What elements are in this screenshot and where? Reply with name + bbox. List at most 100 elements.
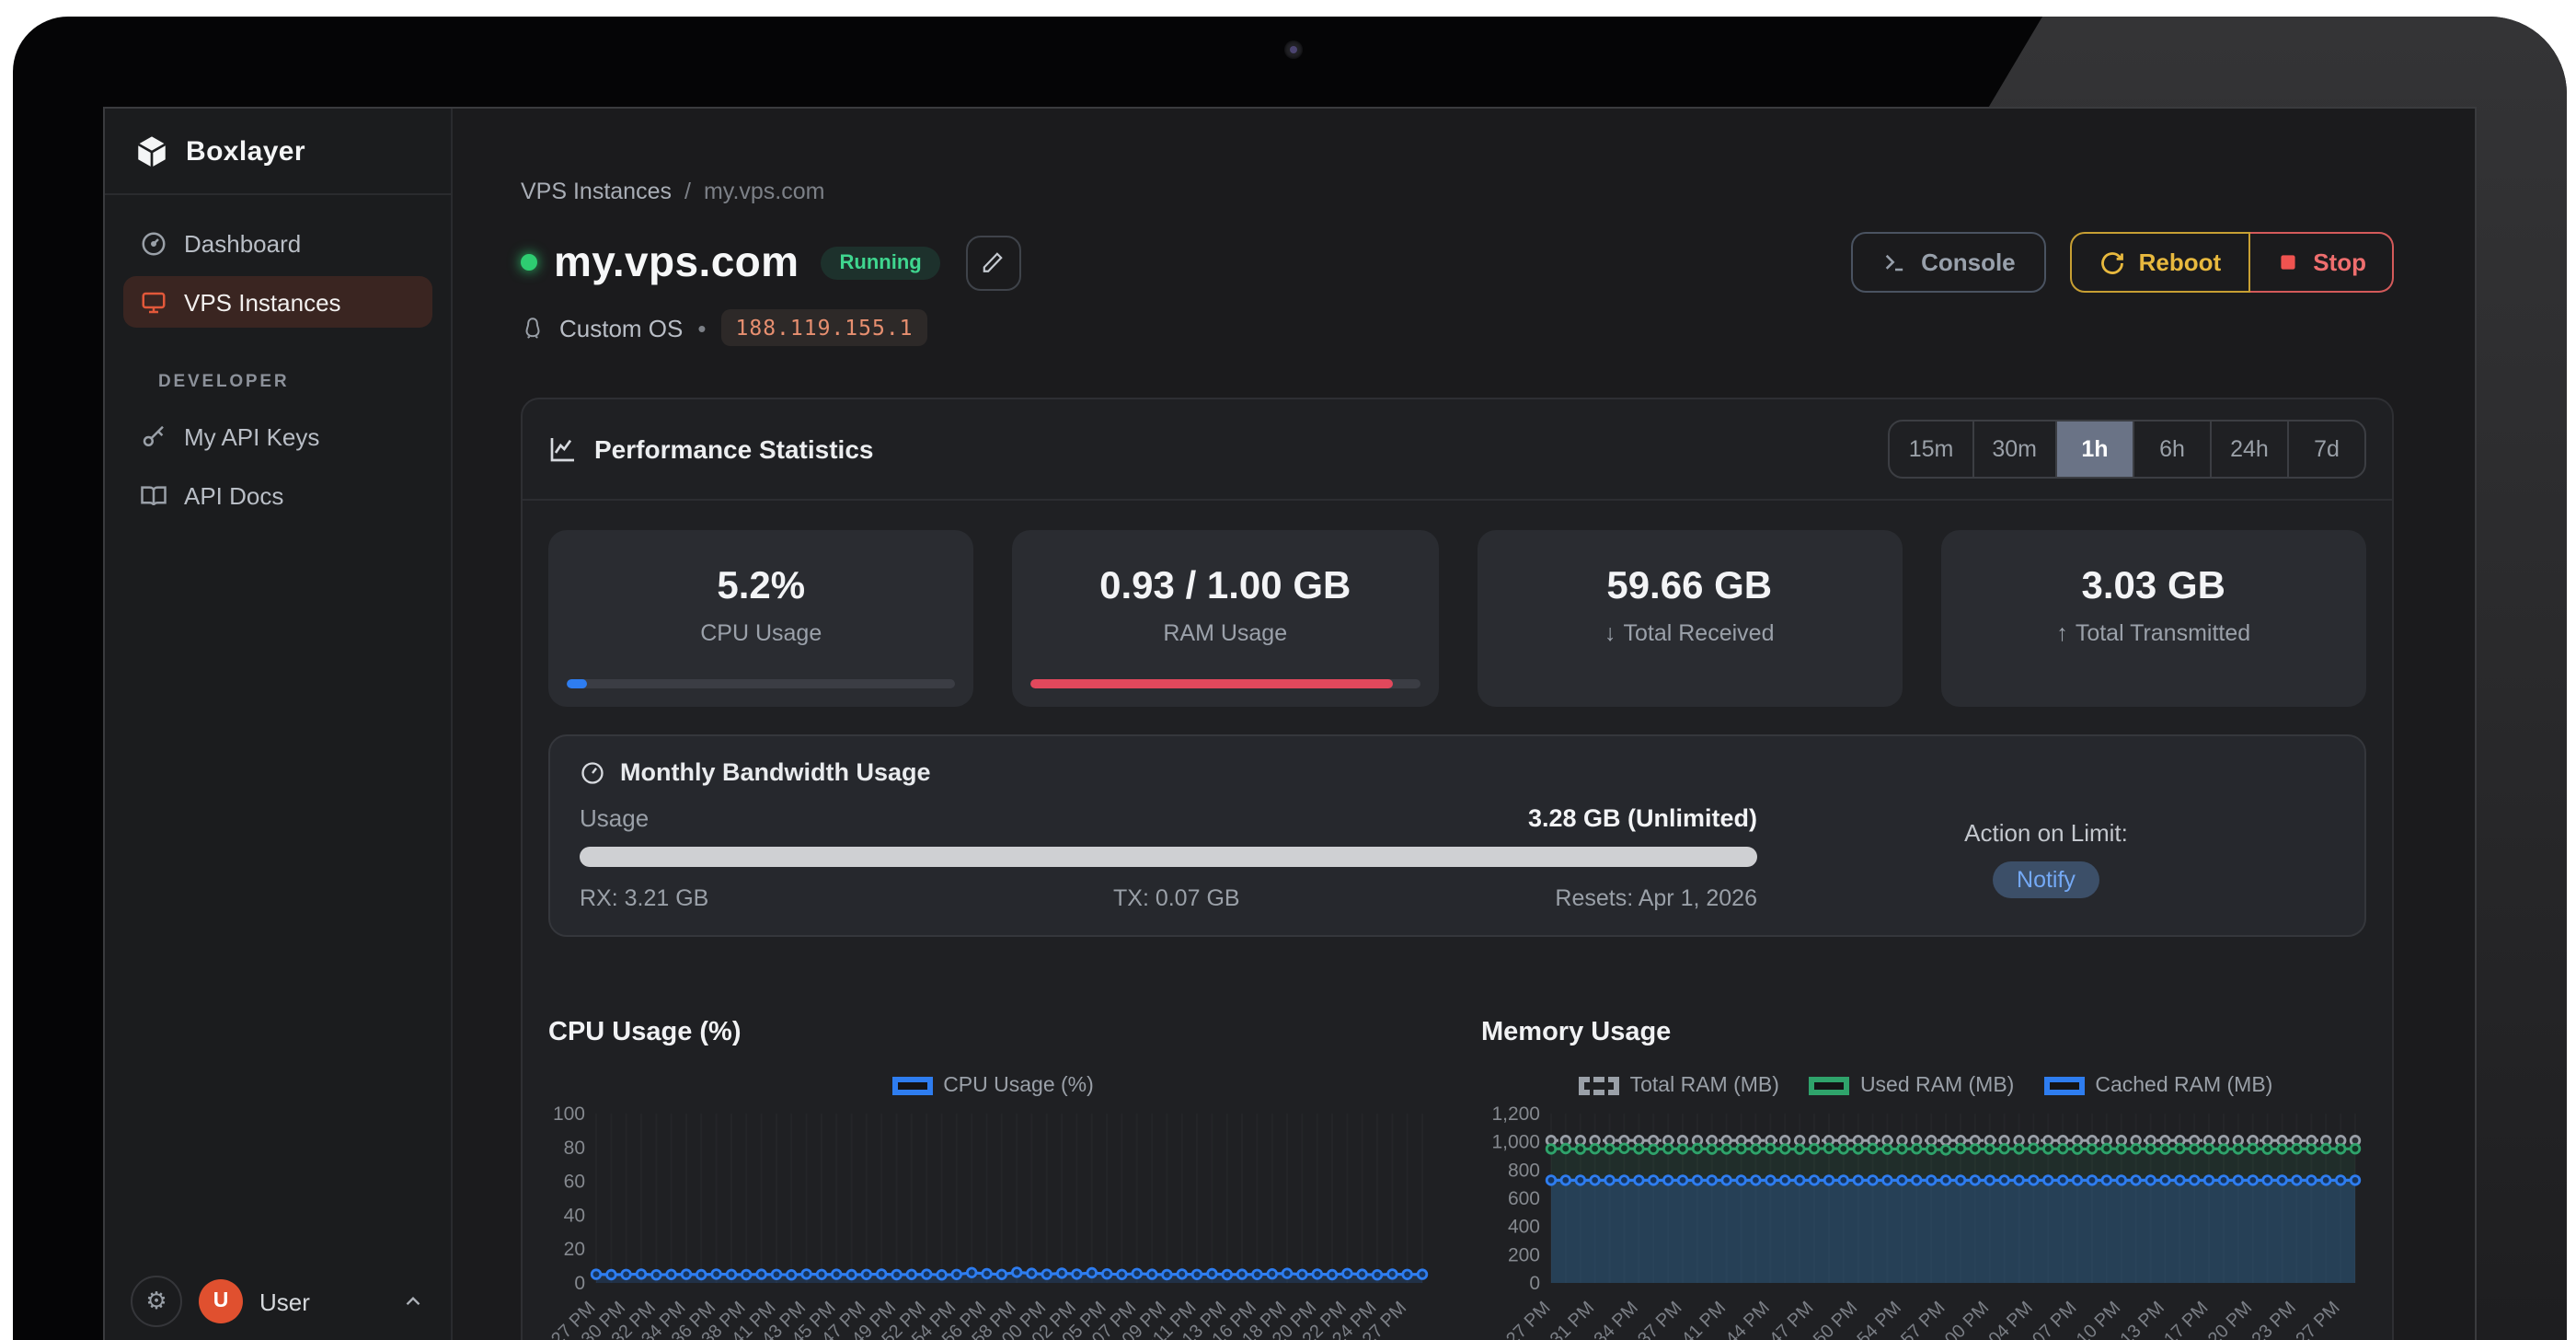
total-transmitted-label: ↑ Total Transmitted xyxy=(2056,620,2251,646)
sidebar-item-vps-instances[interactable]: VPS Instances xyxy=(123,276,432,328)
total-received-value: 59.66 GB xyxy=(1606,565,1773,607)
performance-panel-body: 5.2% CPU Usage 0.93 / 1.00 GB RAM Usage xyxy=(523,501,2392,1340)
breadcrumb: VPS Instances / my.vps.com xyxy=(521,179,2394,204)
sidebar-item-label: Dashboard xyxy=(184,229,302,257)
console-button[interactable]: Console xyxy=(1851,232,2047,293)
brand-name: Boxlayer xyxy=(186,136,305,168)
performance-panel: Performance Statistics 15m 30m 1h 6h 24h… xyxy=(521,398,2394,1340)
meta-separator: • xyxy=(697,314,707,341)
bandwidth-body: Usage 3.28 GB (Unlimited) RX: 3.21 GB TX… xyxy=(580,804,2335,911)
down-arrow-icon: ↓ xyxy=(1604,620,1616,646)
svg-text:80: 80 xyxy=(564,1138,585,1159)
tab-6h[interactable]: 6h xyxy=(2133,422,2210,477)
cpu-chart-legend: CPU Usage (%) xyxy=(548,1073,1437,1099)
status-dot xyxy=(521,254,537,271)
page-title: my.vps.com xyxy=(554,237,799,285)
sidebar-item-label: API Docs xyxy=(184,481,284,509)
up-arrow-icon: ↑ xyxy=(2056,620,2068,646)
svg-text:1,000: 1,000 xyxy=(1491,1132,1540,1153)
cube-logo-icon xyxy=(134,134,169,169)
bandwidth-usage-column: Usage 3.28 GB (Unlimited) RX: 3.21 GB TX… xyxy=(580,804,1757,911)
stat-card-total-received: 59.66 GB ↓ Total Received xyxy=(1477,530,1903,707)
bandwidth-gauge-icon xyxy=(580,759,605,785)
tab-24h[interactable]: 24h xyxy=(2210,422,2287,477)
settings-gear-button[interactable]: ⚙ xyxy=(131,1276,182,1327)
stat-card-total-transmitted: 3.03 GB ↑ Total Transmitted xyxy=(1940,530,2366,707)
memory-chart-legend: Total RAM (MB) Used RAM (MB) Cached RAM … xyxy=(1481,1073,2370,1099)
total-transmitted-value: 3.03 GB xyxy=(2081,565,2225,607)
stop-square-icon xyxy=(2276,250,2300,274)
gear-icon: ⚙ xyxy=(145,1287,167,1314)
ram-usage-value: 0.93 / 1.00 GB xyxy=(1099,565,1351,607)
stats-row: 5.2% CPU Usage 0.93 / 1.00 GB RAM Usage xyxy=(548,530,2366,707)
svg-text:20: 20 xyxy=(564,1239,585,1260)
svg-text:800: 800 xyxy=(1508,1160,1540,1181)
instance-actions: Console Reboot Stop xyxy=(1851,232,2394,293)
sidebar-section-developer: DEVELOPER xyxy=(158,372,290,392)
edit-name-button[interactable] xyxy=(965,235,1021,290)
app-window: Boxlayer Dashboard VPS Instances xyxy=(105,109,2475,1340)
tab-7d[interactable]: 7d xyxy=(2287,422,2364,477)
user-name: User xyxy=(259,1288,310,1315)
legend-cpu-usage[interactable]: CPU Usage (%) xyxy=(891,1075,1094,1097)
bandwidth-tx: TX: 0.07 GB xyxy=(1113,885,1240,911)
svg-text:400: 400 xyxy=(1508,1217,1540,1238)
sidebar-item-api-docs[interactable]: API Docs xyxy=(123,469,432,521)
legend-used-ram[interactable]: Used RAM (MB) xyxy=(1808,1075,2014,1097)
ram-usage-label: RAM Usage xyxy=(1163,620,1288,646)
svg-text:60: 60 xyxy=(564,1172,585,1193)
sidebar: Boxlayer Dashboard VPS Instances xyxy=(105,109,453,1340)
chevron-up-icon xyxy=(401,1289,425,1313)
avatar: U xyxy=(199,1279,243,1323)
laptop-frame: Boxlayer Dashboard VPS Instances xyxy=(13,17,2567,1340)
line-chart-icon xyxy=(548,434,578,464)
legend-swatch xyxy=(2043,1077,2085,1095)
stop-label: Stop xyxy=(2313,248,2366,276)
svg-text:600: 600 xyxy=(1508,1188,1540,1209)
bandwidth-title-row: Monthly Bandwidth Usage xyxy=(580,758,2335,786)
legend-swatch xyxy=(1808,1077,1849,1095)
bandwidth-section: Monthly Bandwidth Usage Usage 3.28 GB (U… xyxy=(548,734,2366,937)
sidebar-item-dashboard[interactable]: Dashboard xyxy=(123,217,432,269)
cpu-usage-value: 5.2% xyxy=(717,565,806,607)
cpu-chart-title: CPU Usage (%) xyxy=(548,1018,742,1047)
webcam-dot xyxy=(1284,40,1303,59)
performance-panel-title: Performance Statistics xyxy=(594,434,874,464)
svg-text:0: 0 xyxy=(1529,1273,1540,1294)
memory-chart-title: Memory Usage xyxy=(1481,1018,1672,1047)
breadcrumb-vps-instances[interactable]: VPS Instances xyxy=(521,179,672,204)
reboot-label: Reboot xyxy=(2138,248,2222,276)
stop-button[interactable]: Stop xyxy=(2250,232,2394,293)
stat-card-ram: 0.93 / 1.00 GB RAM Usage xyxy=(1012,530,1438,707)
pencil-icon xyxy=(982,250,1006,274)
cpu-usage-chart: 0204060801002:27 PM2:30 PM2:32 PM2:34 PM… xyxy=(536,1103,1429,1340)
user-menu[interactable]: ⚙ U User xyxy=(105,1261,451,1340)
sidebar-item-label: My API Keys xyxy=(184,422,320,450)
memory-chart-block: Memory Usage Total RAM (MB) Used RAM (MB… xyxy=(1481,1018,2370,1340)
stat-card-cpu: 5.2% CPU Usage xyxy=(548,530,974,707)
sidebar-item-my-api-keys[interactable]: My API Keys xyxy=(123,410,432,462)
monitor-icon xyxy=(140,288,167,316)
ram-usage-bar xyxy=(1030,679,1420,688)
bandwidth-resets: Resets: Apr 1, 2026 xyxy=(1555,885,1757,911)
svg-text:2:27 PM: 2:27 PM xyxy=(1491,1298,1554,1340)
refresh-icon xyxy=(2100,249,2126,275)
cpu-usage-bar xyxy=(567,679,956,688)
legend-total-ram[interactable]: Total RAM (MB) xyxy=(1578,1075,1779,1097)
book-icon xyxy=(140,481,167,509)
main-content: VPS Instances / my.vps.com my.vps.com Ru… xyxy=(453,109,2475,1340)
bandwidth-title: Monthly Bandwidth Usage xyxy=(620,758,931,786)
notify-pill[interactable]: Notify xyxy=(1993,861,2099,897)
legend-swatch xyxy=(1578,1077,1619,1095)
tab-1h[interactable]: 1h xyxy=(2055,422,2133,477)
reboot-button[interactable]: Reboot xyxy=(2070,232,2251,293)
sidebar-item-label: VPS Instances xyxy=(184,288,341,316)
ram-usage-bar-fill xyxy=(1030,679,1393,688)
bandwidth-progress-bar xyxy=(580,847,1757,867)
gauge-icon xyxy=(140,229,167,257)
tab-15m[interactable]: 15m xyxy=(1891,422,1972,477)
legend-cached-ram[interactable]: Cached RAM (MB) xyxy=(2043,1075,2272,1097)
tab-30m[interactable]: 30m xyxy=(1972,422,2055,477)
